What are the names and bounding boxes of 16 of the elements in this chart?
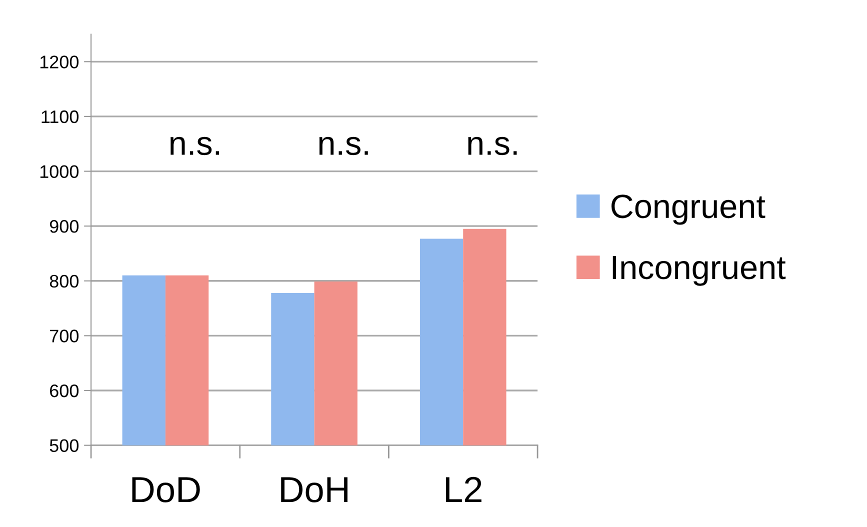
annotation: n.s. — [319, 136, 368, 156]
y-tick-label: 900 — [50, 220, 79, 233]
x-tick-label: DoH — [281, 477, 348, 502]
legend-label: Incongruent — [612, 256, 786, 286]
annotation: n.s. — [170, 136, 220, 156]
y-tick-label: 800 — [50, 274, 79, 288]
annotation: n.s. — [468, 136, 517, 156]
y-tick-label: 500 — [50, 439, 79, 452]
y-tick-label: 600 — [50, 384, 79, 398]
legend-label: Congruent — [611, 194, 766, 225]
y-tick-label: 1200 — [40, 56, 79, 68]
y-tick-label: 1000 — [40, 165, 79, 178]
y-tick-label: 1100 — [42, 110, 79, 124]
y-tick-label: 700 — [50, 330, 79, 342]
x-tick-label: L2 — [446, 476, 482, 502]
x-tick-label: DoD — [132, 477, 200, 502]
